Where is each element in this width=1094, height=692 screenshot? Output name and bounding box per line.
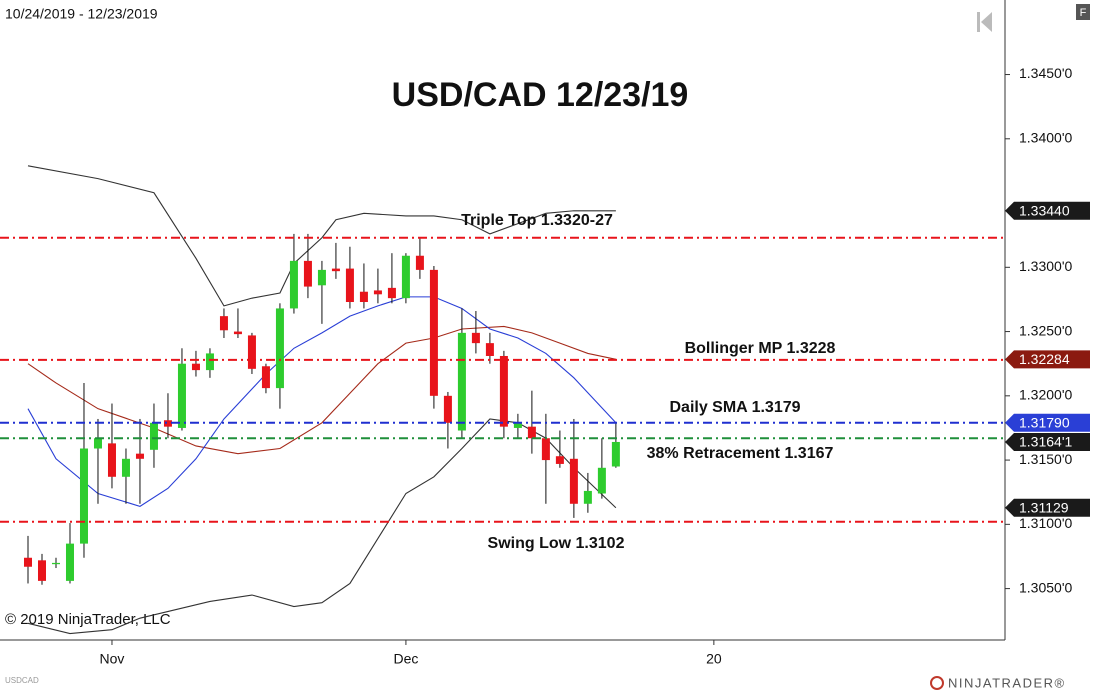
candle-body — [597, 467, 606, 494]
candle-body — [205, 353, 214, 371]
level-label: 38% Retracement 1.3167 — [647, 445, 834, 462]
overlay-line — [27, 165, 616, 307]
y-tick-label: 1.3150'0 — [1019, 451, 1072, 467]
price-marker — [1005, 413, 1090, 432]
candle-body — [373, 290, 382, 295]
candle-body — [233, 331, 242, 335]
candle-body — [317, 269, 326, 286]
candle-body — [485, 343, 494, 356]
candle-body — [569, 458, 578, 504]
candle-body — [261, 366, 270, 389]
overlay-line — [27, 325, 616, 455]
overlay-line — [27, 296, 617, 507]
panel-button[interactable] — [1076, 4, 1090, 20]
candle-body — [191, 363, 200, 371]
brand-name: NINJATRADER® — [948, 675, 1066, 690]
candles — [23, 233, 620, 585]
panel-button-label: F — [1080, 7, 1087, 19]
candle-body — [65, 543, 74, 581]
candle-body — [79, 448, 88, 544]
price-marker-label: 1.31129 — [1019, 499, 1069, 515]
brand-icon — [930, 676, 944, 690]
candle-body — [345, 268, 354, 303]
copyright: © 2019 NinjaTrader, LLC — [5, 611, 171, 628]
candle-body — [583, 490, 592, 504]
y-tick-label: 1.3100'0 — [1019, 515, 1072, 531]
candle-body — [289, 260, 298, 309]
candle-body — [247, 335, 256, 369]
nav-bar — [977, 12, 980, 32]
candle-body — [23, 557, 32, 567]
candle-body — [303, 260, 312, 287]
candle-body — [37, 560, 46, 581]
nav-icon[interactable] — [977, 12, 992, 32]
candle-body — [331, 268, 340, 272]
candle-body — [443, 395, 452, 423]
candle-body — [611, 441, 620, 467]
y-tick-label: 1.3200'0 — [1019, 387, 1072, 403]
candle-body — [471, 332, 480, 344]
x-tick-label: 20 — [706, 651, 722, 667]
candle-body — [149, 422, 158, 450]
overlay-line — [27, 418, 617, 635]
candle-body — [219, 316, 228, 331]
date-range: 10/24/2019 - 12/23/2019 — [5, 6, 158, 22]
candle-body — [177, 363, 186, 428]
candle-body — [121, 458, 130, 477]
candle-body — [163, 420, 172, 427]
price-marker — [1005, 201, 1090, 220]
x-tick-label: Dec — [393, 651, 418, 667]
candle-body — [457, 332, 466, 431]
candle-body — [107, 443, 116, 477]
candle-body — [541, 438, 550, 461]
candle-body — [51, 562, 60, 565]
candle-body — [555, 456, 564, 464]
candle-body — [499, 355, 508, 427]
candle-body — [527, 426, 536, 439]
brand-logo: NINJATRADER® — [930, 675, 1066, 690]
candle-body — [415, 255, 424, 270]
candle-body — [429, 269, 438, 396]
price-marker-label: 1.33440 — [1019, 202, 1070, 218]
price-marker — [1005, 498, 1090, 517]
candle-body — [135, 453, 144, 459]
level-label: Daily SMA 1.3179 — [669, 399, 800, 416]
candle-body — [401, 255, 410, 299]
candle-body — [513, 422, 522, 428]
y-tick-label: 1.3300'0 — [1019, 258, 1072, 274]
candle-body — [93, 438, 102, 449]
candle-body — [387, 287, 396, 299]
symbol: USDCAD — [5, 676, 39, 685]
price-marker-label: 1.32284 — [1019, 351, 1070, 367]
price-marker-label: 1.31790 — [1019, 415, 1070, 431]
candle-body — [275, 308, 284, 389]
y-tick-label: 1.3050'0 — [1019, 579, 1072, 595]
level-label: Bollinger MP 1.3228 — [685, 340, 836, 357]
x-tick-label: Nov — [100, 651, 125, 667]
price-marker — [1005, 432, 1090, 451]
y-tick-label: 1.3450'0 — [1019, 65, 1072, 81]
nav-arrow — [981, 12, 992, 32]
price-marker — [1005, 350, 1090, 369]
chart-title: USD/CAD 12/23/19 — [392, 76, 689, 114]
y-tick-label: 1.3400'0 — [1019, 129, 1072, 145]
y-tick-label: 1.3250'0 — [1019, 322, 1072, 338]
level-label: Swing Low 1.3102 — [488, 535, 625, 552]
level-label: Triple Top 1.3320-27 — [461, 212, 613, 229]
price-marker-label: 1.3164'1 — [1019, 434, 1072, 450]
candle-body — [359, 291, 368, 303]
